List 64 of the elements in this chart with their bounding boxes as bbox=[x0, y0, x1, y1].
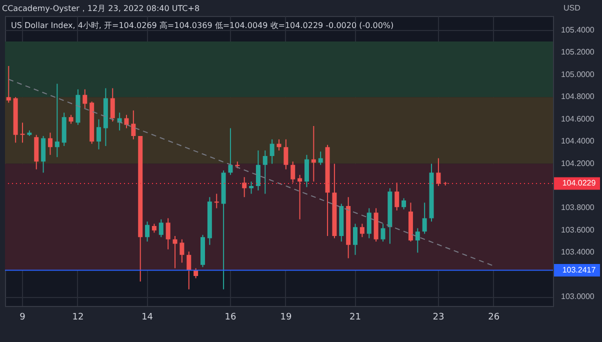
text: US Dollar Index, 4小时, 开=104.0269 高=104.0369 低=104.0049 收=104.0229 -0.0020 (-0.00%) bbox=[11, 21, 394, 30]
candlestick bbox=[242, 176, 247, 198]
candlestick bbox=[262, 150, 268, 194]
ref-line-label: 103.2417 bbox=[562, 265, 596, 274]
candlestick bbox=[6, 66, 11, 104]
x-tick-label: 14 bbox=[142, 312, 154, 322]
candlestick bbox=[311, 126, 316, 182]
candlestick bbox=[422, 202, 427, 234]
candlestick bbox=[110, 88, 115, 122]
candlestick bbox=[228, 128, 233, 176]
x-tick-label: 23 bbox=[432, 312, 444, 322]
candlestick bbox=[284, 138, 288, 170]
candlestick bbox=[186, 251, 192, 290]
y-tick-label: 105.0000 bbox=[561, 70, 595, 79]
y-tick-label: 104.4000 bbox=[561, 136, 595, 146]
x-tick-label: 16 bbox=[224, 312, 236, 322]
candlestick bbox=[131, 110, 136, 140]
y-tick-label: 103.8000 bbox=[561, 203, 595, 212]
x-tick-label: 21 bbox=[350, 312, 361, 322]
candlestick bbox=[415, 228, 420, 254]
y-tick-label: 105.4000 bbox=[561, 25, 595, 34]
candlestick bbox=[304, 154, 309, 188]
candlestick bbox=[360, 223, 364, 238]
candlestick bbox=[82, 88, 88, 109]
candlestick bbox=[194, 268, 198, 279]
chart-title: CCacademy-Oyster，12月 23, 2022 08:40 UTC+8 bbox=[2, 4, 200, 13]
y-tick-label: 104.6000 bbox=[561, 114, 595, 124]
candlestick bbox=[48, 132, 52, 156]
candlestick bbox=[145, 221, 150, 242]
candlestick bbox=[124, 114, 129, 129]
y-tick-label: 103.6000 bbox=[561, 225, 595, 234]
candlestick bbox=[380, 223, 386, 242]
candlestick bbox=[158, 218, 164, 238]
x-tick-label: 19 bbox=[280, 312, 292, 322]
candlestick bbox=[20, 122, 25, 144]
candlestick bbox=[353, 223, 358, 256]
x-tick-label: 12 bbox=[72, 312, 84, 322]
candlestick bbox=[166, 218, 170, 250]
y-tick-label: 103.4000 bbox=[561, 248, 595, 257]
candlestick bbox=[249, 181, 254, 194]
candlestick bbox=[402, 198, 406, 210]
candlestick bbox=[394, 182, 400, 211]
candlestick bbox=[290, 161, 296, 184]
candlestick bbox=[256, 150, 260, 191]
candlestick bbox=[41, 136, 46, 174]
candlestick bbox=[318, 151, 323, 166]
candlestick bbox=[180, 238, 184, 264]
candlestick bbox=[436, 158, 441, 186]
y-tick-label: 103.0000 bbox=[561, 292, 595, 302]
y-tick-label: 105.2000 bbox=[561, 48, 595, 57]
candlestick bbox=[270, 138, 274, 164]
y-tick-label: 104.8000 bbox=[561, 92, 595, 102]
y-tick-label: 104.2000 bbox=[561, 158, 595, 168]
ref-line-label: 104.0229 bbox=[562, 178, 596, 188]
x-tick-label: 26 bbox=[488, 312, 500, 322]
candlestick bbox=[214, 193, 219, 209]
candlestick bbox=[54, 83, 60, 158]
x-tick-label: 9 bbox=[20, 312, 26, 322]
candlestick bbox=[172, 236, 178, 269]
candlestick bbox=[298, 174, 302, 220]
candlestick bbox=[96, 118, 102, 150]
y-axis-title: USD bbox=[564, 4, 581, 12]
candlestick bbox=[366, 208, 372, 239]
candlestick bbox=[276, 138, 282, 151]
